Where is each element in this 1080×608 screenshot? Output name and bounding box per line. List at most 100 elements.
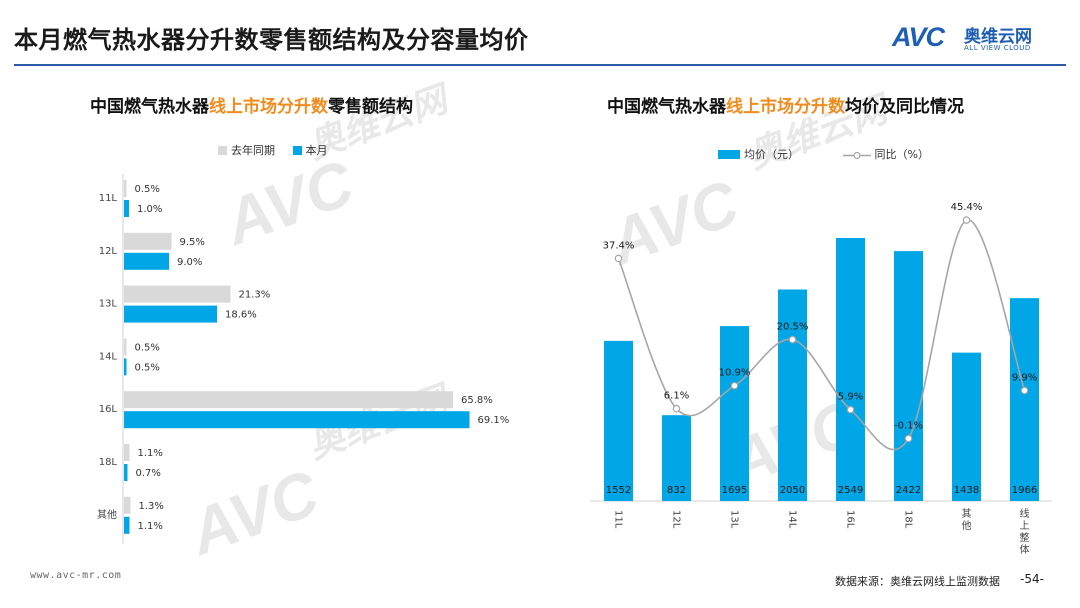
page-number: -54- <box>1020 572 1044 586</box>
left-category-label: 12L <box>99 246 118 257</box>
price-bar-value: 2549 <box>838 485 863 496</box>
price-bar <box>836 238 865 501</box>
yoy-label: 45.4% <box>951 202 983 213</box>
left-category-label: 18L <box>99 457 118 468</box>
left-category-label: 11L <box>99 193 118 204</box>
yoy-label: 6.1% <box>664 391 689 402</box>
bar-value-label: 0.5% <box>135 362 160 373</box>
left-category-label: 16L <box>99 404 118 415</box>
legend-swatch-price <box>718 150 740 159</box>
yoy-point <box>1020 386 1029 395</box>
bar-value-label: 1.0% <box>137 204 162 215</box>
bar-this-month <box>124 305 217 323</box>
legend-label-this-month: 本月 <box>305 144 328 157</box>
yoy-point <box>730 381 739 390</box>
yoy-label: 5.9% <box>838 392 863 403</box>
left-chart-title: 中国燃气热水器线上市场分升数零售额结构 <box>90 92 413 117</box>
yoy-label: 37.4% <box>603 240 635 251</box>
bar-this-month <box>124 464 128 481</box>
left-category-label: 其他 <box>97 508 117 521</box>
price-bar-value: 1438 <box>954 485 979 496</box>
header-rule <box>14 64 1066 66</box>
logo-cn: 奥维云网 <box>964 27 1032 47</box>
yoy-point <box>672 404 681 413</box>
bar-value-label: 1.3% <box>139 501 164 512</box>
yoy-label: 20.5% <box>777 322 809 333</box>
left-title-pre: 中国燃气热水器 <box>90 97 209 117</box>
price-bar <box>952 352 981 501</box>
left-title-highlight: 线上市场分升数 <box>209 97 328 117</box>
price-bar-value: 2050 <box>780 485 805 496</box>
bar-last-year <box>124 444 130 461</box>
right-category-label: 其他 <box>962 508 972 532</box>
bar-this-month <box>124 252 169 270</box>
price-bar <box>604 340 633 501</box>
legend-label-price: 均价（元） <box>744 148 799 161</box>
yoy-label: 9.9% <box>1012 372 1037 383</box>
legend-label-yoy: 同比（%） <box>874 148 929 161</box>
bar-last-year <box>124 180 127 197</box>
yoy-point <box>846 405 855 414</box>
right-title-pre: 中国燃气热水器 <box>607 97 726 117</box>
yoy-point <box>904 434 913 443</box>
price-bar-value: 1966 <box>1012 485 1037 496</box>
yoy-point <box>962 216 971 224</box>
price-bar <box>662 415 691 501</box>
left-title-post: 零售额结构 <box>328 97 413 117</box>
legend-swatch-this-month <box>292 146 302 155</box>
bar-value-label: 0.5% <box>135 184 160 195</box>
bar-this-month <box>124 200 129 217</box>
bar-this-month <box>124 411 470 429</box>
price-bar-value: 1552 <box>606 485 631 496</box>
left-legend: 去年同期 本月 <box>218 142 328 158</box>
brand-logo: AVC 奥维云网 ALL VIEW CLOUD <box>892 18 1062 58</box>
left-category-label: 14L <box>99 351 118 362</box>
bar-value-label: 1.1% <box>138 521 163 532</box>
yoy-point <box>614 254 623 263</box>
bar-value-label: 9.5% <box>180 237 205 248</box>
legend-label-last-year: 去年同期 <box>231 144 275 157</box>
right-title-post: 均价及同比情况 <box>845 97 964 117</box>
bar-this-month <box>124 358 127 376</box>
right-category-label: 线上整体 <box>1020 507 1030 556</box>
bar-this-month <box>124 516 130 534</box>
price-bar <box>894 251 923 501</box>
bar-last-year <box>124 496 131 514</box>
footer-source: 数据来源：奥维云网线上监测数据 <box>835 575 1000 588</box>
yoy-label: 10.9% <box>719 368 751 379</box>
bar-last-year <box>124 338 127 356</box>
right-category-label: 18L <box>903 510 914 529</box>
yoy-label: -0.1% <box>894 420 923 431</box>
price-bar <box>720 326 749 501</box>
footer-url: www.avc-mr.com <box>30 570 122 581</box>
price-bar-value: 2422 <box>896 485 921 496</box>
price-bar-value: 1695 <box>722 485 747 496</box>
left-category-label: 13L <box>99 299 118 310</box>
logo-mark: AVC <box>892 22 945 52</box>
yoy-point <box>788 335 797 344</box>
right-legend: 均价（元） 同比（%） <box>718 146 929 162</box>
legend-swatch-yoy <box>842 151 871 160</box>
price-bar-value: 832 <box>667 485 686 496</box>
right-category-label: 13L <box>729 510 740 529</box>
right-title-highlight: 线上市场分升数 <box>726 97 845 117</box>
right-category-label: 14L <box>787 510 798 529</box>
bar-value-label: 0.7% <box>136 468 161 479</box>
bar-value-label: 1.1% <box>138 448 163 459</box>
bar-last-year <box>124 391 453 409</box>
right-chart-title: 中国燃气热水器线上市场分升数均价及同比情况 <box>607 92 964 117</box>
legend-swatch-last-year <box>218 146 227 155</box>
bar-value-label: 21.3% <box>239 290 271 301</box>
page-title: 本月燃气热水器分升数零售额结构及分容量均价 <box>14 26 529 54</box>
bar-value-label: 9.0% <box>177 257 202 268</box>
bar-value-label: 65.8% <box>461 395 493 406</box>
logo-en: ALL VIEW CLOUD <box>964 44 1031 52</box>
bar-value-label: 0.5% <box>135 342 160 353</box>
bar-last-year <box>124 232 172 250</box>
bar-value-label: 69.1% <box>478 415 510 426</box>
bar-value-label: 18.6% <box>225 310 257 321</box>
right-category-label: 12L <box>671 510 682 529</box>
price-bar <box>1010 298 1039 501</box>
